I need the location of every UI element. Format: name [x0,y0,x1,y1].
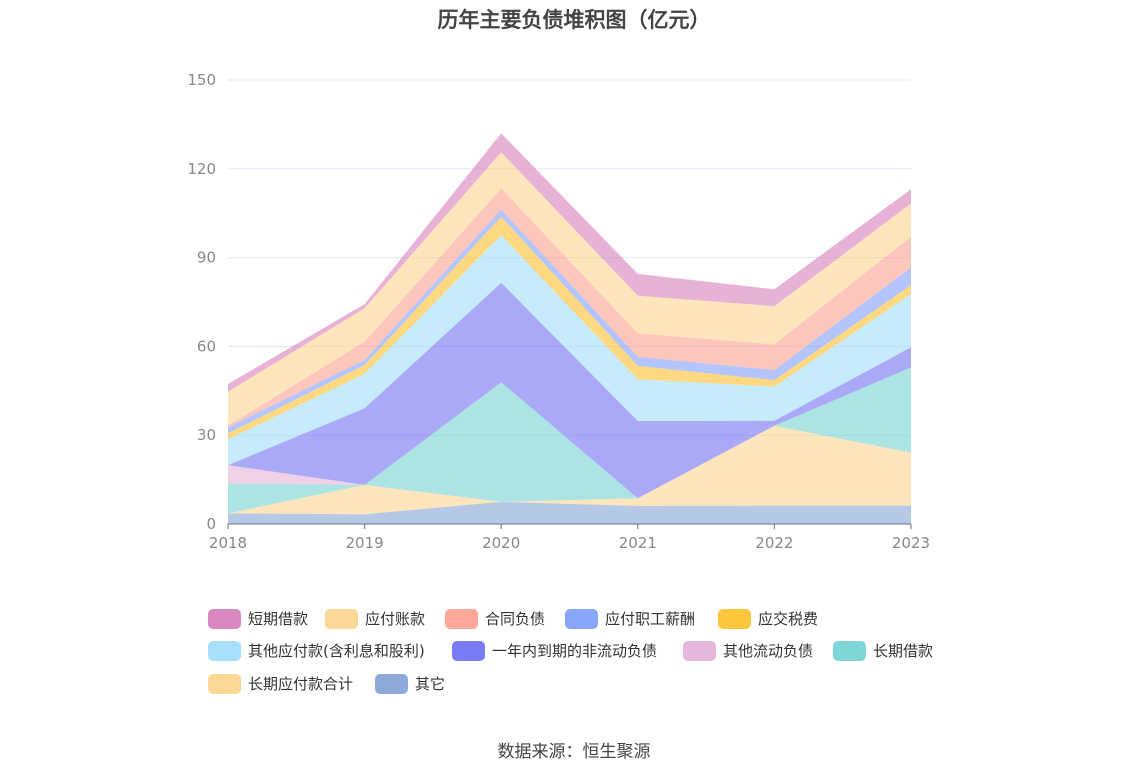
area-series-长期借款 [228,367,911,514]
area-series-其它 [228,501,911,524]
x-tick-label: 2022 [755,534,793,552]
x-tick-label: 2019 [346,534,384,552]
legend-swatch [208,640,241,661]
legend-swatch [833,640,866,661]
legend-label: 合同负债 [485,610,546,628]
x-tick-label: 2020 [482,534,520,552]
legend-label: 应付账款 [365,610,426,628]
chart-title: 历年主要负债堆积图（亿元） [437,8,711,32]
y-tick-label: 150 [187,71,216,89]
legend-item[interactable]: 合同负债 [445,608,545,629]
legend-item[interactable]: 一年内到期的非流动负债 [452,640,657,661]
area-series-应交税费 [228,216,911,440]
legend-item[interactable]: 短期借款 [208,608,308,629]
legend-swatch [683,640,716,661]
legend-item[interactable]: 其他应付款(含利息和股利) [208,640,425,661]
legend-item[interactable]: 应付账款 [325,608,425,629]
y-tick-label: 30 [197,426,216,444]
legend-swatch [325,608,358,629]
legend-item[interactable]: 其它 [375,673,445,694]
stacked-area-chart: 0 30 60 90 120 150 2018 2019 2020 2021 2022 2023 [187,71,930,552]
area-series-长期应付款合计 [228,425,911,515]
legend-swatch [565,608,598,629]
legend-item[interactable]: 应付职工薪酬 [565,608,695,629]
legend-label: 一年内到期的非流动负债 [492,642,658,660]
y-tick-label: 0 [206,515,216,533]
legend-label: 长期应付款合计 [248,675,354,693]
legend-item[interactable]: 长期借款 [833,640,933,661]
legend-item[interactable]: 其他流动负债 [683,640,813,661]
area-series-一年内到期的非流动负债 [228,282,911,499]
legend-swatch [718,608,751,629]
legend-label: 长期借款 [873,642,934,660]
area-series-其他应付款(含利息和股利) [228,235,911,466]
x-tick-label: 2021 [619,534,657,552]
legend-label: 其它 [415,675,446,693]
legend-label: 其他流动负债 [723,642,814,660]
y-tick-label: 60 [197,337,216,355]
y-tick-label: 120 [187,160,216,178]
legend-swatch [208,673,241,694]
legend-label: 应交税费 [758,610,819,628]
x-tick-label: 2018 [209,534,247,552]
x-tick-label: 2023 [892,534,930,552]
legend-swatch [445,608,478,629]
legend-label: 短期借款 [248,610,309,628]
legend-item[interactable]: 长期应付款合计 [208,673,353,694]
y-tick-label: 90 [197,249,216,267]
legend-label: 应付职工薪酬 [605,610,696,628]
legend-swatch [208,608,241,629]
legend-swatch [375,673,408,694]
legend-item[interactable]: 应交税费 [718,608,818,629]
legend-label: 其他应付款(含利息和股利) [248,642,425,660]
data-source: 数据来源：恒生聚源 [497,742,651,762]
legend-swatch [452,640,485,661]
